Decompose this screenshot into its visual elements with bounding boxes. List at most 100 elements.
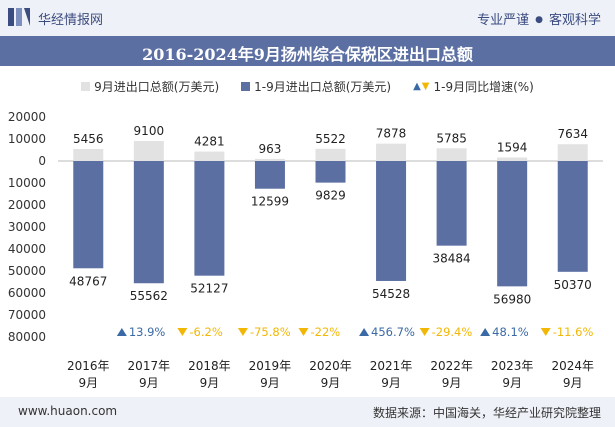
x-tick-label: 2023年 — [491, 359, 534, 373]
bar-cumulative — [376, 161, 407, 281]
growth-down-triangle-icon — [419, 328, 430, 336]
growth-up-triangle-icon — [480, 328, 491, 336]
data-label-monthly: 5785 — [436, 131, 467, 145]
data-label-cumulative: 52127 — [190, 282, 228, 296]
x-tick-label: 9月 — [563, 376, 583, 390]
growth-label: -22% — [311, 325, 341, 339]
data-label-cumulative: 9829 — [315, 189, 346, 203]
bar-cumulative — [315, 161, 346, 183]
y-tick-label: 60000 — [8, 286, 46, 300]
data-label-monthly: 9100 — [134, 124, 165, 138]
data-label-monthly: 5522 — [315, 132, 346, 146]
y-tick-label: 40000 — [8, 242, 46, 256]
data-label-cumulative: 50370 — [554, 278, 592, 292]
bar-monthly — [376, 143, 407, 161]
growth-label: -6.2% — [189, 325, 222, 339]
bar-monthly — [133, 140, 164, 161]
data-label-cumulative: 38484 — [433, 252, 471, 266]
title-bar — [0, 36, 615, 66]
footer-website: www.huaon.com — [18, 404, 118, 418]
tagline: 专业严谨 ● 客观科学 — [477, 9, 601, 28]
legend-swatch-cumulative — [241, 81, 251, 91]
y-tick-label: 30000 — [8, 220, 46, 234]
legend-item-cumulative: 1-9月进出口总额(万美元) — [241, 76, 391, 96]
x-tick-label: 9月 — [321, 376, 341, 390]
x-tick-label: 2018年 — [188, 359, 231, 373]
bar-cumulative — [254, 161, 285, 189]
growth-label: -75.8% — [250, 325, 291, 339]
chart-title: 2016-2024年9月扬州综合保税区进出口总额 — [142, 45, 473, 64]
bar-monthly — [73, 148, 104, 161]
legend-label-growth: 1-9月同比增速(%) — [433, 79, 534, 94]
dot-separator-icon: ● — [535, 15, 543, 25]
tagline-left: 专业严谨 — [477, 13, 530, 28]
legend-label-cumulative: 1-9月进出口总额(万美元) — [254, 79, 392, 94]
growth-label: 456.7% — [371, 325, 415, 339]
bar-cumulative — [73, 161, 104, 269]
x-tick-label: 9月 — [381, 376, 401, 390]
bar-cumulative — [497, 161, 528, 287]
x-tick-label: 9月 — [139, 376, 159, 390]
bar-monthly — [315, 148, 346, 161]
data-label-monthly: 963 — [258, 142, 281, 156]
x-tick-label: 2024年 — [551, 359, 594, 373]
y-tick-label: 80000 — [8, 330, 46, 344]
chart-legend: 9月进出口总额(万美元) 1-9月进出口总额(万美元) ▲ ▼ 1-9月同比增速(… — [0, 76, 615, 96]
x-tick-label: 2022年 — [430, 359, 473, 373]
footer-source: 数据来源：中国海关，华经产业研究院整理 — [372, 406, 601, 420]
legend-item-monthly: 9月进出口总额(万美元) — [81, 76, 219, 96]
x-tick-label: 9月 — [442, 376, 462, 390]
legend-swatch-monthly — [81, 81, 91, 91]
data-label-cumulative: 54528 — [372, 287, 410, 301]
data-label-cumulative: 55562 — [130, 289, 168, 303]
growth-down-triangle-icon — [298, 328, 309, 336]
x-tick-label: 2021年 — [370, 359, 413, 373]
growth-down-triangle-icon — [237, 328, 248, 336]
y-tick-label: 10000 — [8, 176, 46, 190]
logo-icon — [8, 8, 30, 26]
data-label-monthly: 7878 — [376, 127, 407, 141]
x-tick-label: 2016年 — [67, 359, 110, 373]
x-tick-label: 2017年 — [128, 359, 171, 373]
data-label-monthly: 5456 — [73, 132, 104, 146]
bar-monthly — [254, 158, 285, 161]
legend-label-monthly: 9月进出口总额(万美元) — [94, 79, 220, 94]
data-label-cumulative: 48767 — [69, 274, 107, 288]
legend-triangle-icon: ▲ ▼ — [413, 80, 430, 92]
bar-monthly — [557, 144, 588, 161]
top-bar — [0, 0, 615, 36]
x-tick-label: 9月 — [260, 376, 280, 390]
x-tick-label: 9月 — [78, 376, 98, 390]
bar-monthly — [497, 157, 528, 161]
bar-cumulative — [436, 161, 467, 246]
x-tick-label: 9月 — [502, 376, 522, 390]
data-label-monthly: 4281 — [194, 135, 225, 149]
growth-label: -29.4% — [432, 325, 473, 339]
data-label-monthly: 1594 — [497, 140, 528, 154]
growth-label: -11.6% — [553, 325, 594, 339]
y-tick-label: 70000 — [8, 308, 46, 322]
x-tick-label: 2020年 — [309, 359, 352, 373]
bar-cumulative — [133, 161, 164, 284]
x-tick-label: 9月 — [200, 376, 220, 390]
y-tick-label: 20000 — [8, 110, 46, 124]
bar-cumulative — [194, 161, 225, 276]
y-tick-label: 20000 — [8, 198, 46, 212]
y-tick-label: 10000 — [8, 132, 46, 146]
bar-cumulative — [557, 161, 588, 272]
growth-down-triangle-icon — [177, 328, 188, 336]
brand-name: 华经情报网 — [38, 13, 104, 28]
data-label-monthly: 7634 — [557, 127, 588, 141]
footer-bar — [0, 397, 615, 427]
growth-label: 48.1% — [492, 325, 529, 339]
data-label-cumulative: 12599 — [251, 195, 289, 209]
growth-down-triangle-icon — [540, 328, 551, 336]
y-tick-label: 0 — [38, 154, 46, 168]
bar-monthly — [436, 148, 467, 161]
x-tick-label: 2019年 — [249, 359, 292, 373]
legend-item-growth: ▲ ▼ 1-9月同比增速(%) — [413, 76, 534, 96]
growth-label: 13.9% — [129, 325, 166, 339]
growth-up-triangle-icon — [359, 328, 370, 336]
tagline-right: 客观科学 — [548, 13, 601, 28]
